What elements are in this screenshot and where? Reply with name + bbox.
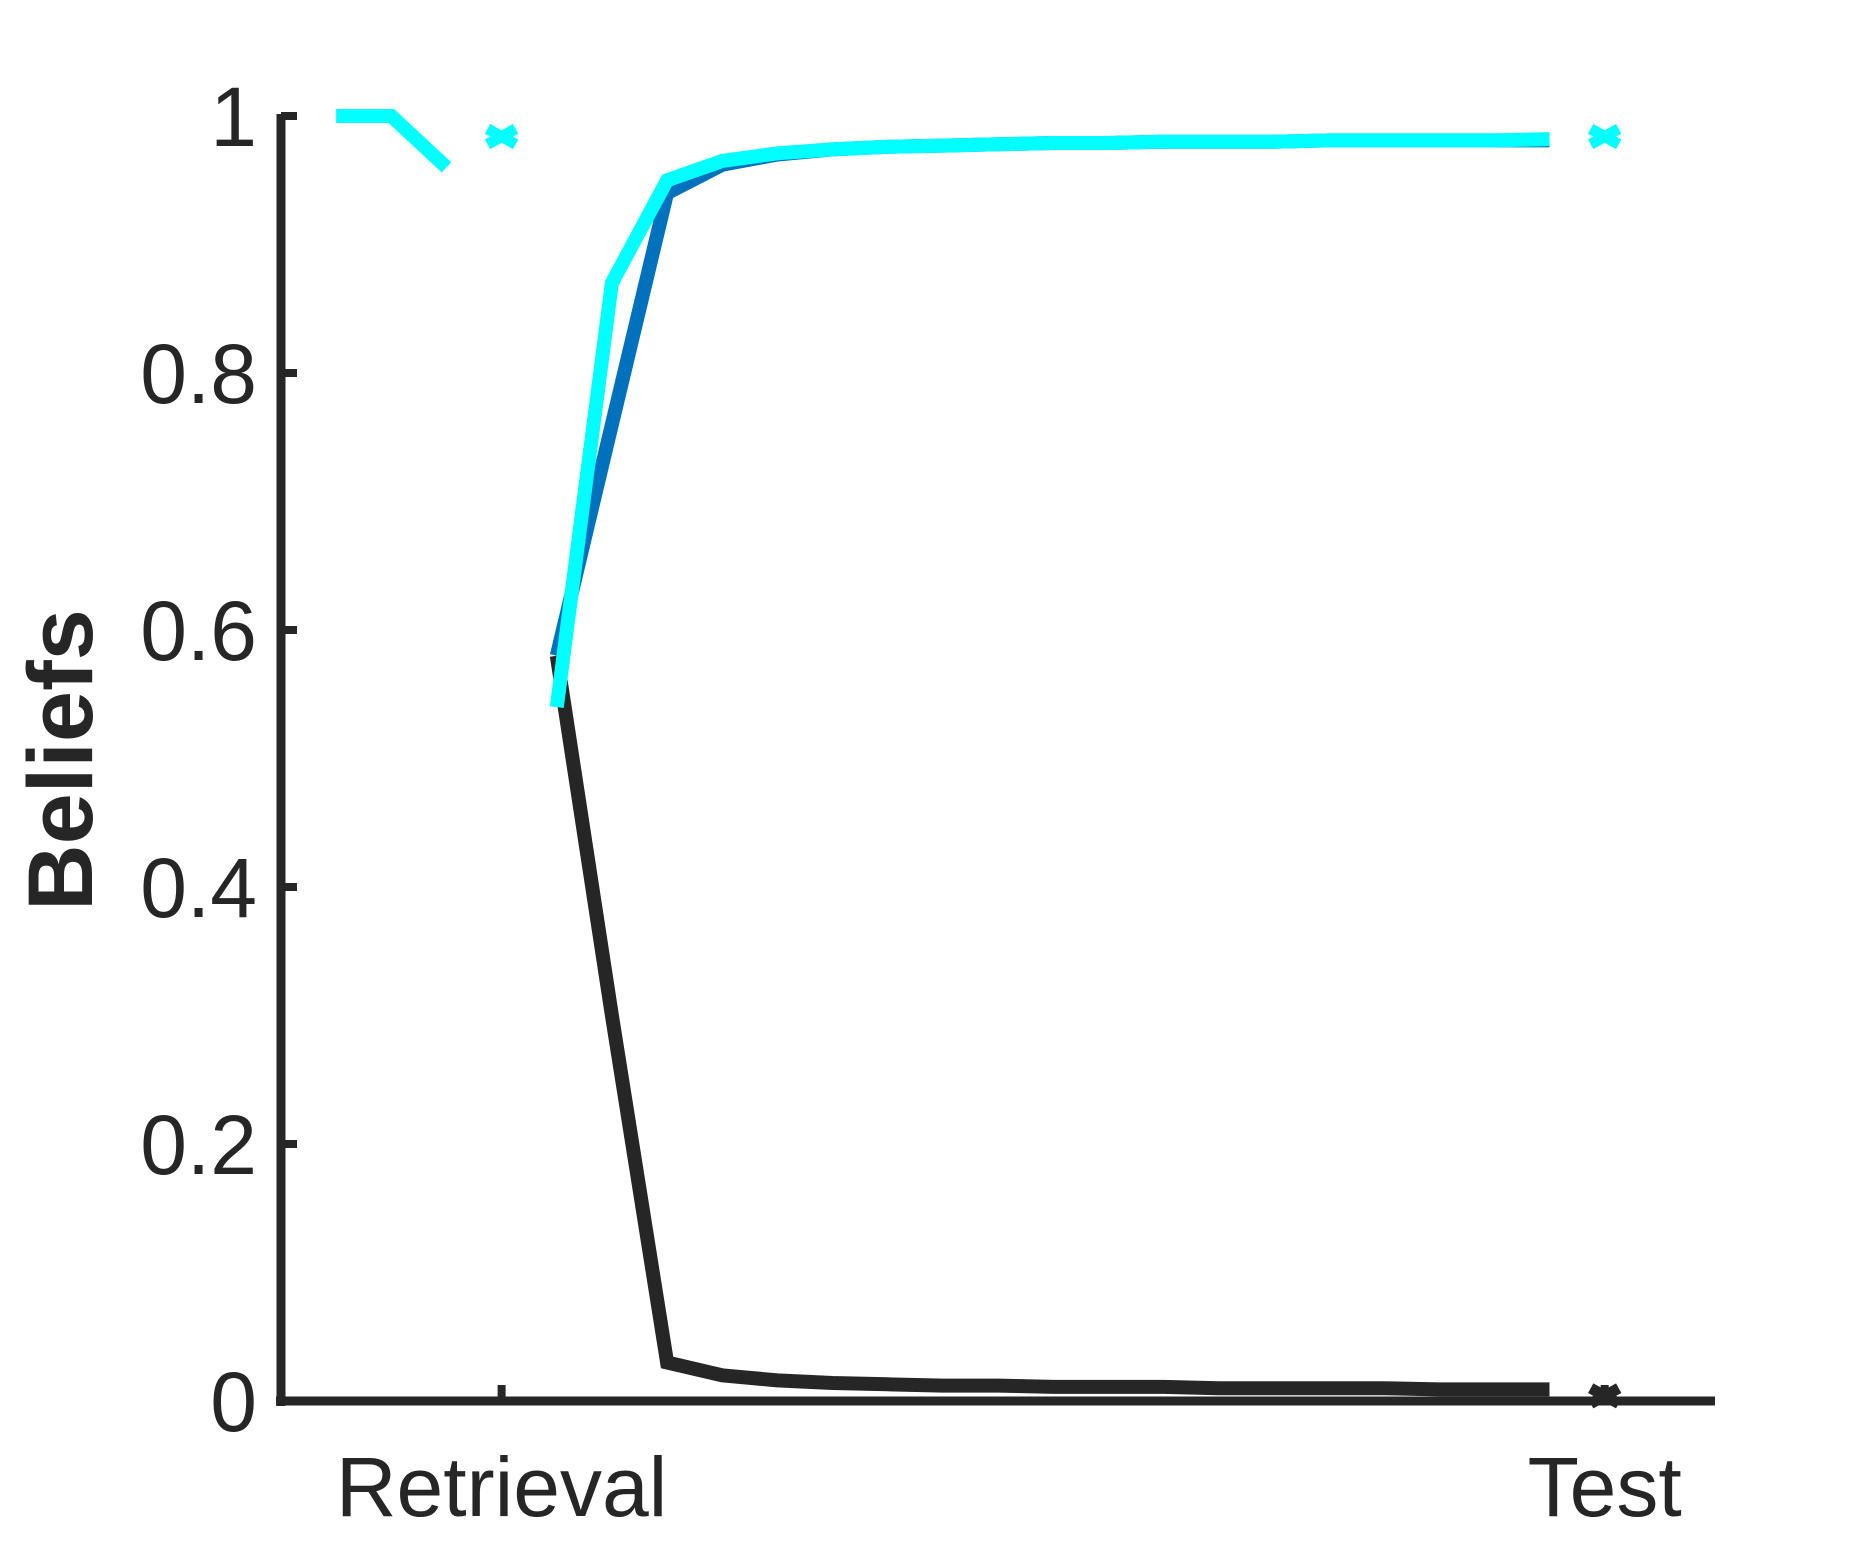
y-tick-label-2: 0.4: [140, 841, 257, 935]
y-tick-label-5: 1: [210, 70, 257, 164]
series-layer: [336, 109, 1622, 1409]
series-0-line-0: [549, 654, 1550, 1397]
y-axis-label: Beliefs: [10, 609, 112, 911]
series-2-marker-1: [1588, 124, 1622, 150]
y-tick-label-3: 0.6: [140, 584, 257, 678]
series-2-marker-0: [484, 124, 519, 150]
x-tick-label-1: Test: [1528, 1440, 1682, 1534]
axes: 0 0.2 0.4 0.6 0.8 1 Retrieval Test: [140, 70, 1715, 1534]
x-tick-label-0: Retrieval: [336, 1440, 667, 1534]
series-2-line-1: [549, 132, 1550, 709]
series-2-line-0: [336, 109, 452, 173]
series-1-line-0: [549, 133, 1550, 658]
y-tick-label-1: 0.2: [140, 1098, 257, 1192]
y-tick-label-0: 0: [210, 1355, 257, 1449]
y-tick-label-4: 0.8: [140, 327, 257, 421]
